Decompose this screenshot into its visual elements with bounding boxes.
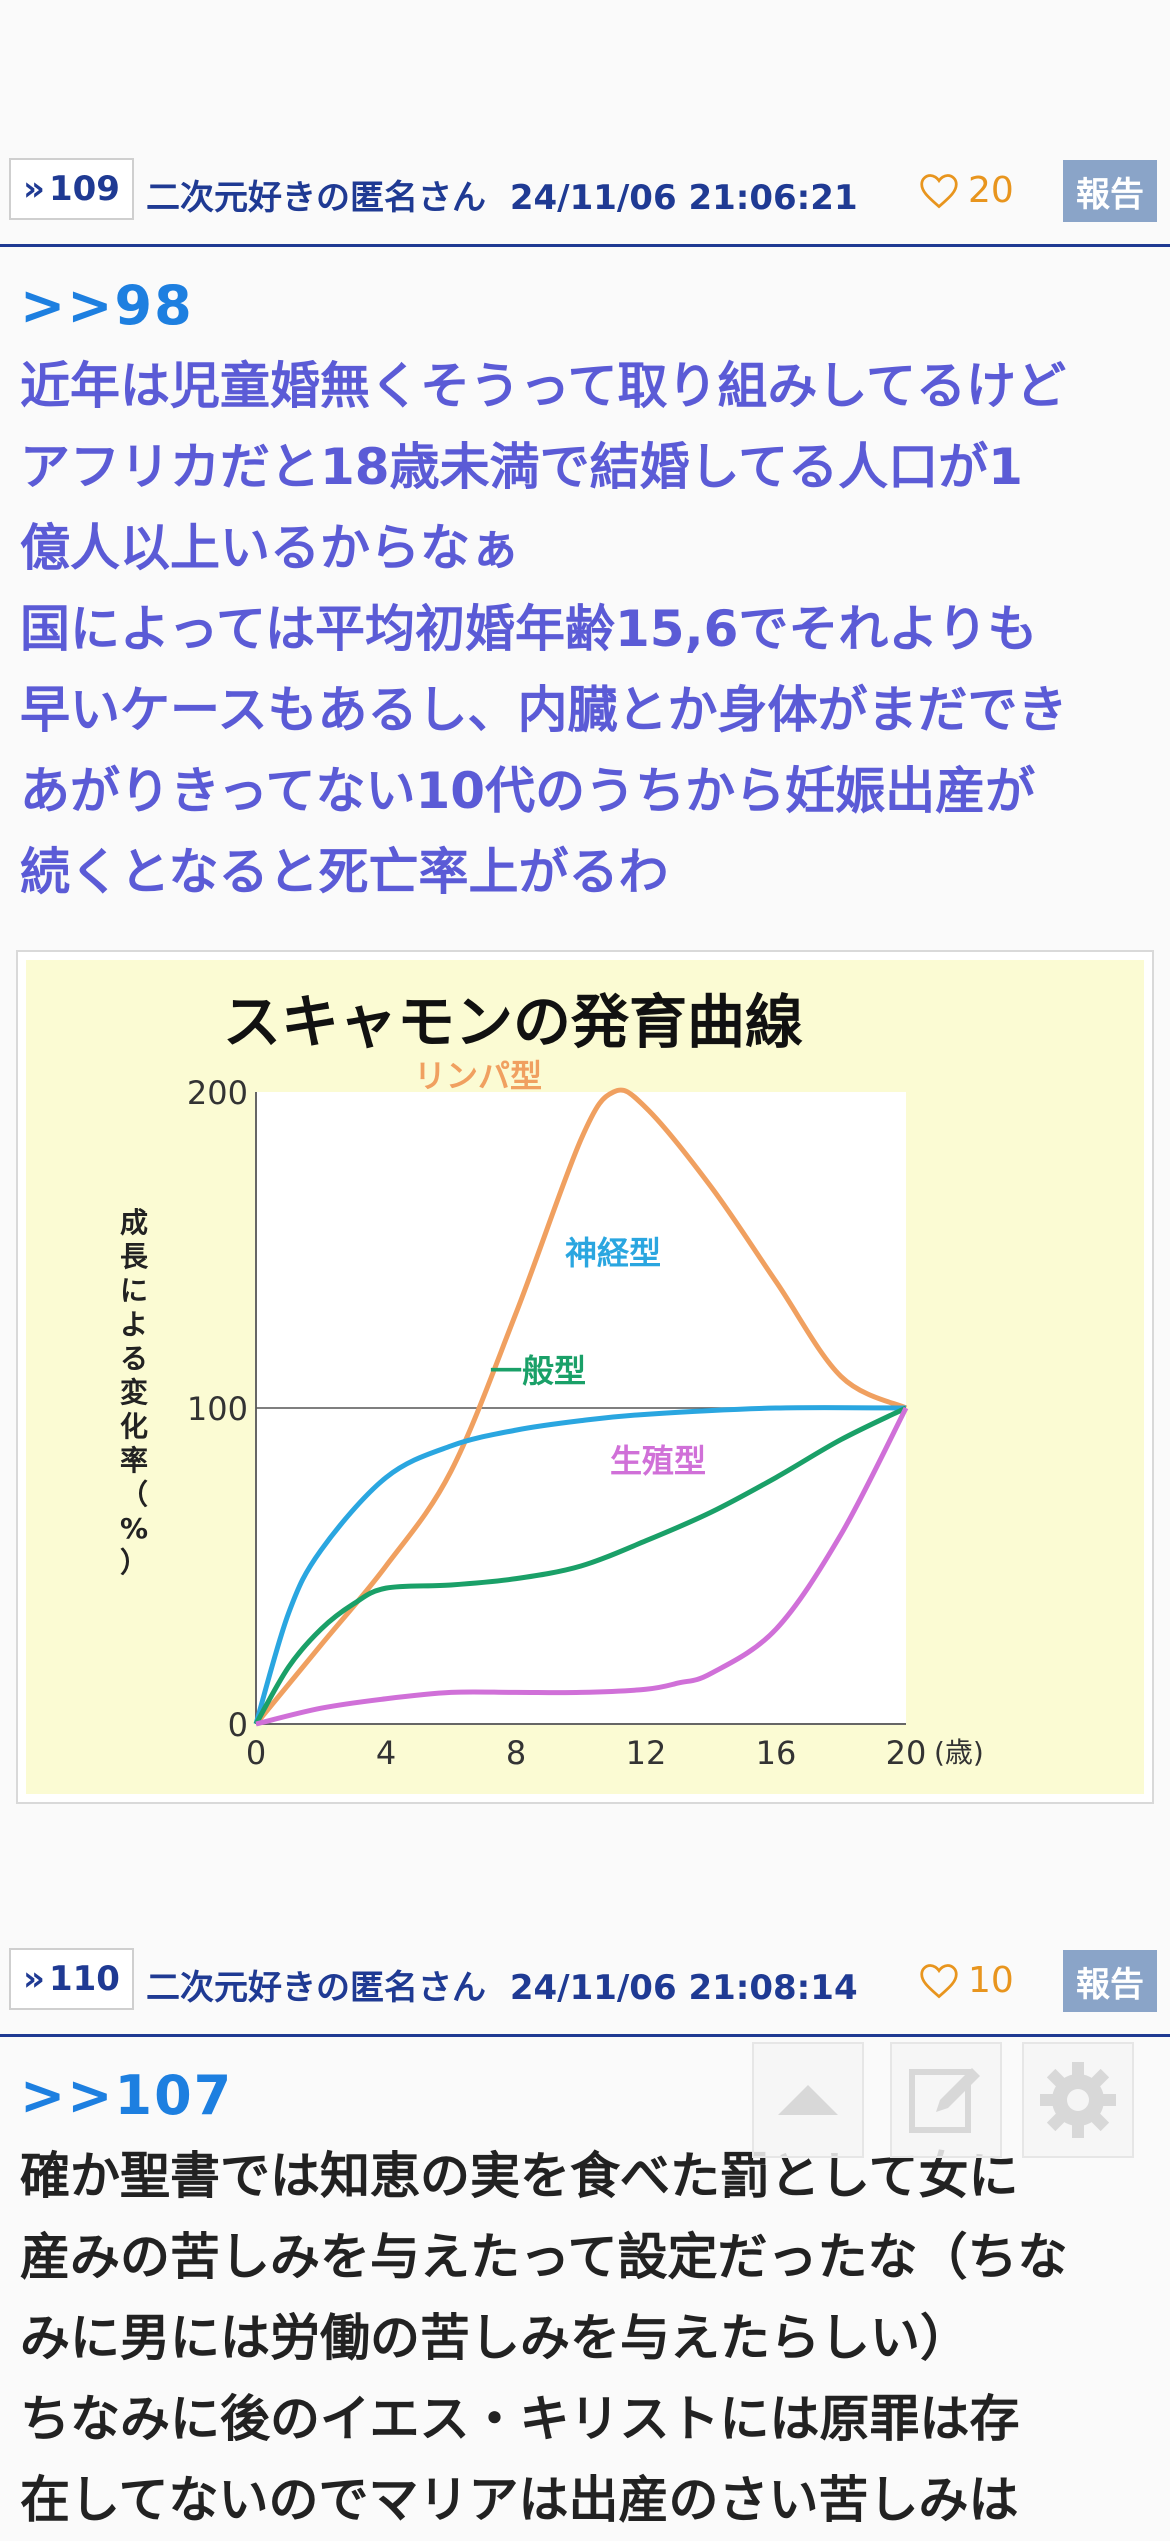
series-line (253, 1405, 907, 1725)
like-count: 20 (968, 170, 1014, 211)
post-author-time: 二次元好きの匿名さん 24/11/06 21:06:21 (146, 170, 858, 219)
post-line: 国によっては平均初婚年齢15,6でそれよりも (20, 600, 1038, 658)
post-line: 続くとなると死亡率上がるわ (20, 843, 669, 901)
header-divider (0, 244, 1170, 247)
series-line (253, 1405, 908, 1726)
post-line: 在してないのでマリアは出産のさい苦しみは (20, 2471, 1019, 2529)
post-line: 産みの苦しみを与えたって設定だったな（ちな (20, 2228, 1068, 2286)
x-tick-label: 12 (626, 1734, 667, 1772)
series-label: 一般型 (490, 1352, 586, 1390)
compose-button[interactable] (890, 2042, 1002, 2158)
y-axis-label-char: 変 (120, 1376, 148, 1409)
post-header: » 109 二次元好きの匿名さん 24/11/06 21:06:21 20 報告 (0, 158, 1170, 248)
x-tick-label: 16 (756, 1734, 797, 1772)
report-button[interactable]: 報告 (1063, 1950, 1157, 2012)
like-button[interactable]: 10 (918, 1960, 1014, 2001)
gear-icon (1040, 2062, 1116, 2138)
post-timestamp: 24/11/06 21:06:21 (509, 178, 858, 218)
post-line: あがりきってない10代のうちから妊娠出産が (20, 762, 1036, 820)
post-line: 早いケースもあるし、内臓とか身体がまだでき (20, 681, 1068, 739)
x-tick-label: 4 (376, 1734, 396, 1772)
x-tick-label: 20 (886, 1734, 927, 1772)
series-label: 神経型 (565, 1234, 661, 1272)
arrow-up-icon (778, 2085, 838, 2115)
post-number: 110 (48, 1959, 120, 1999)
settings-button[interactable] (1022, 2042, 1134, 2158)
y-axis-label-char: ） (120, 1546, 148, 1579)
header-divider (0, 2034, 1170, 2037)
reply-anchor-link[interactable]: >>98 (20, 274, 194, 337)
post-header: » 110 二次元好きの匿名さん 24/11/06 21:08:14 10 報告 (0, 1948, 1170, 2038)
previous-post-tail (0, 0, 1170, 150)
post-number-link[interactable]: » 109 (9, 158, 134, 220)
y-axis-label-char: 長 (120, 1240, 149, 1273)
post-line: ちなみに後のイエス・キリストには原罪は存 (20, 2390, 1020, 2448)
post-number: 109 (48, 169, 120, 209)
chart-title: スキャモンの発育曲線 (223, 988, 803, 1056)
y-tick-label: 200 (187, 1074, 248, 1112)
post-line: 億人以上いるからなぁ (20, 519, 520, 577)
post-line: アフリカだと18歳未満で結婚してる人口が1 (20, 438, 1023, 496)
edit-icon (909, 2068, 980, 2133)
series-line (254, 1087, 908, 1726)
y-axis-label-char: 率 (120, 1444, 148, 1477)
y-axis-label-char: 化 (120, 1410, 148, 1443)
y-axis-label-char: る (120, 1342, 148, 1375)
x-axis-unit: (歳) (934, 1736, 984, 1769)
series-label: リンパ型 (414, 1057, 542, 1095)
post-body: >>98 近年は児童婚無くそうって取り組みしてるけど アフリカだと18歳未満で結… (20, 266, 1160, 913)
post-timestamp: 24/11/06 21:08:14 (509, 1968, 858, 2008)
y-axis-label-char: よ (120, 1308, 148, 1341)
like-count: 10 (968, 1960, 1014, 2001)
post-line: みに男には労働の苦しみを与えたらしい） (20, 2309, 970, 2367)
attached-image[interactable]: スキャモンの発育曲線 成長による変化率（%） リンパ型神経型一般型生殖型 0 4 8… (16, 950, 1154, 1804)
reply-anchor-link[interactable]: >>107 (20, 2064, 234, 2127)
series-line (255, 1406, 909, 1727)
post-body: >>107 確か聖書では知恵の実を食べた罰として女に 産みの苦しみを与えたって設… (20, 2056, 1160, 2541)
like-button[interactable]: 20 (918, 170, 1014, 211)
author-name: 二次元好きの匿名さん (146, 1968, 486, 2008)
y-tick-label: 100 (187, 1390, 248, 1428)
author-name: 二次元好きの匿名さん (146, 178, 486, 218)
y-axis-label-char: （ (120, 1478, 148, 1511)
post-line: 近年は児童婚無くそうって取り組みしてるけど (20, 357, 1066, 415)
y-tick-label: 0 (228, 1706, 248, 1744)
y-axis-label-char: 成 (120, 1206, 148, 1239)
y-axis-label-char: % (120, 1512, 148, 1545)
post-number-link[interactable]: » 110 (9, 1948, 134, 2010)
reply-arrow-icon: » (23, 1959, 45, 1999)
y-axis-label-char: に (120, 1274, 148, 1307)
x-tick-label: 0 (246, 1734, 266, 1772)
heart-icon (920, 1963, 958, 1998)
post-author-time: 二次元好きの匿名さん 24/11/06 21:08:14 (146, 1960, 858, 2009)
report-button[interactable]: 報告 (1063, 160, 1157, 222)
x-tick-label: 8 (506, 1734, 526, 1772)
series-label: 生殖型 (610, 1442, 706, 1480)
heart-icon (920, 173, 958, 208)
scroll-top-button[interactable] (752, 2042, 864, 2158)
reply-arrow-icon: » (23, 169, 45, 209)
